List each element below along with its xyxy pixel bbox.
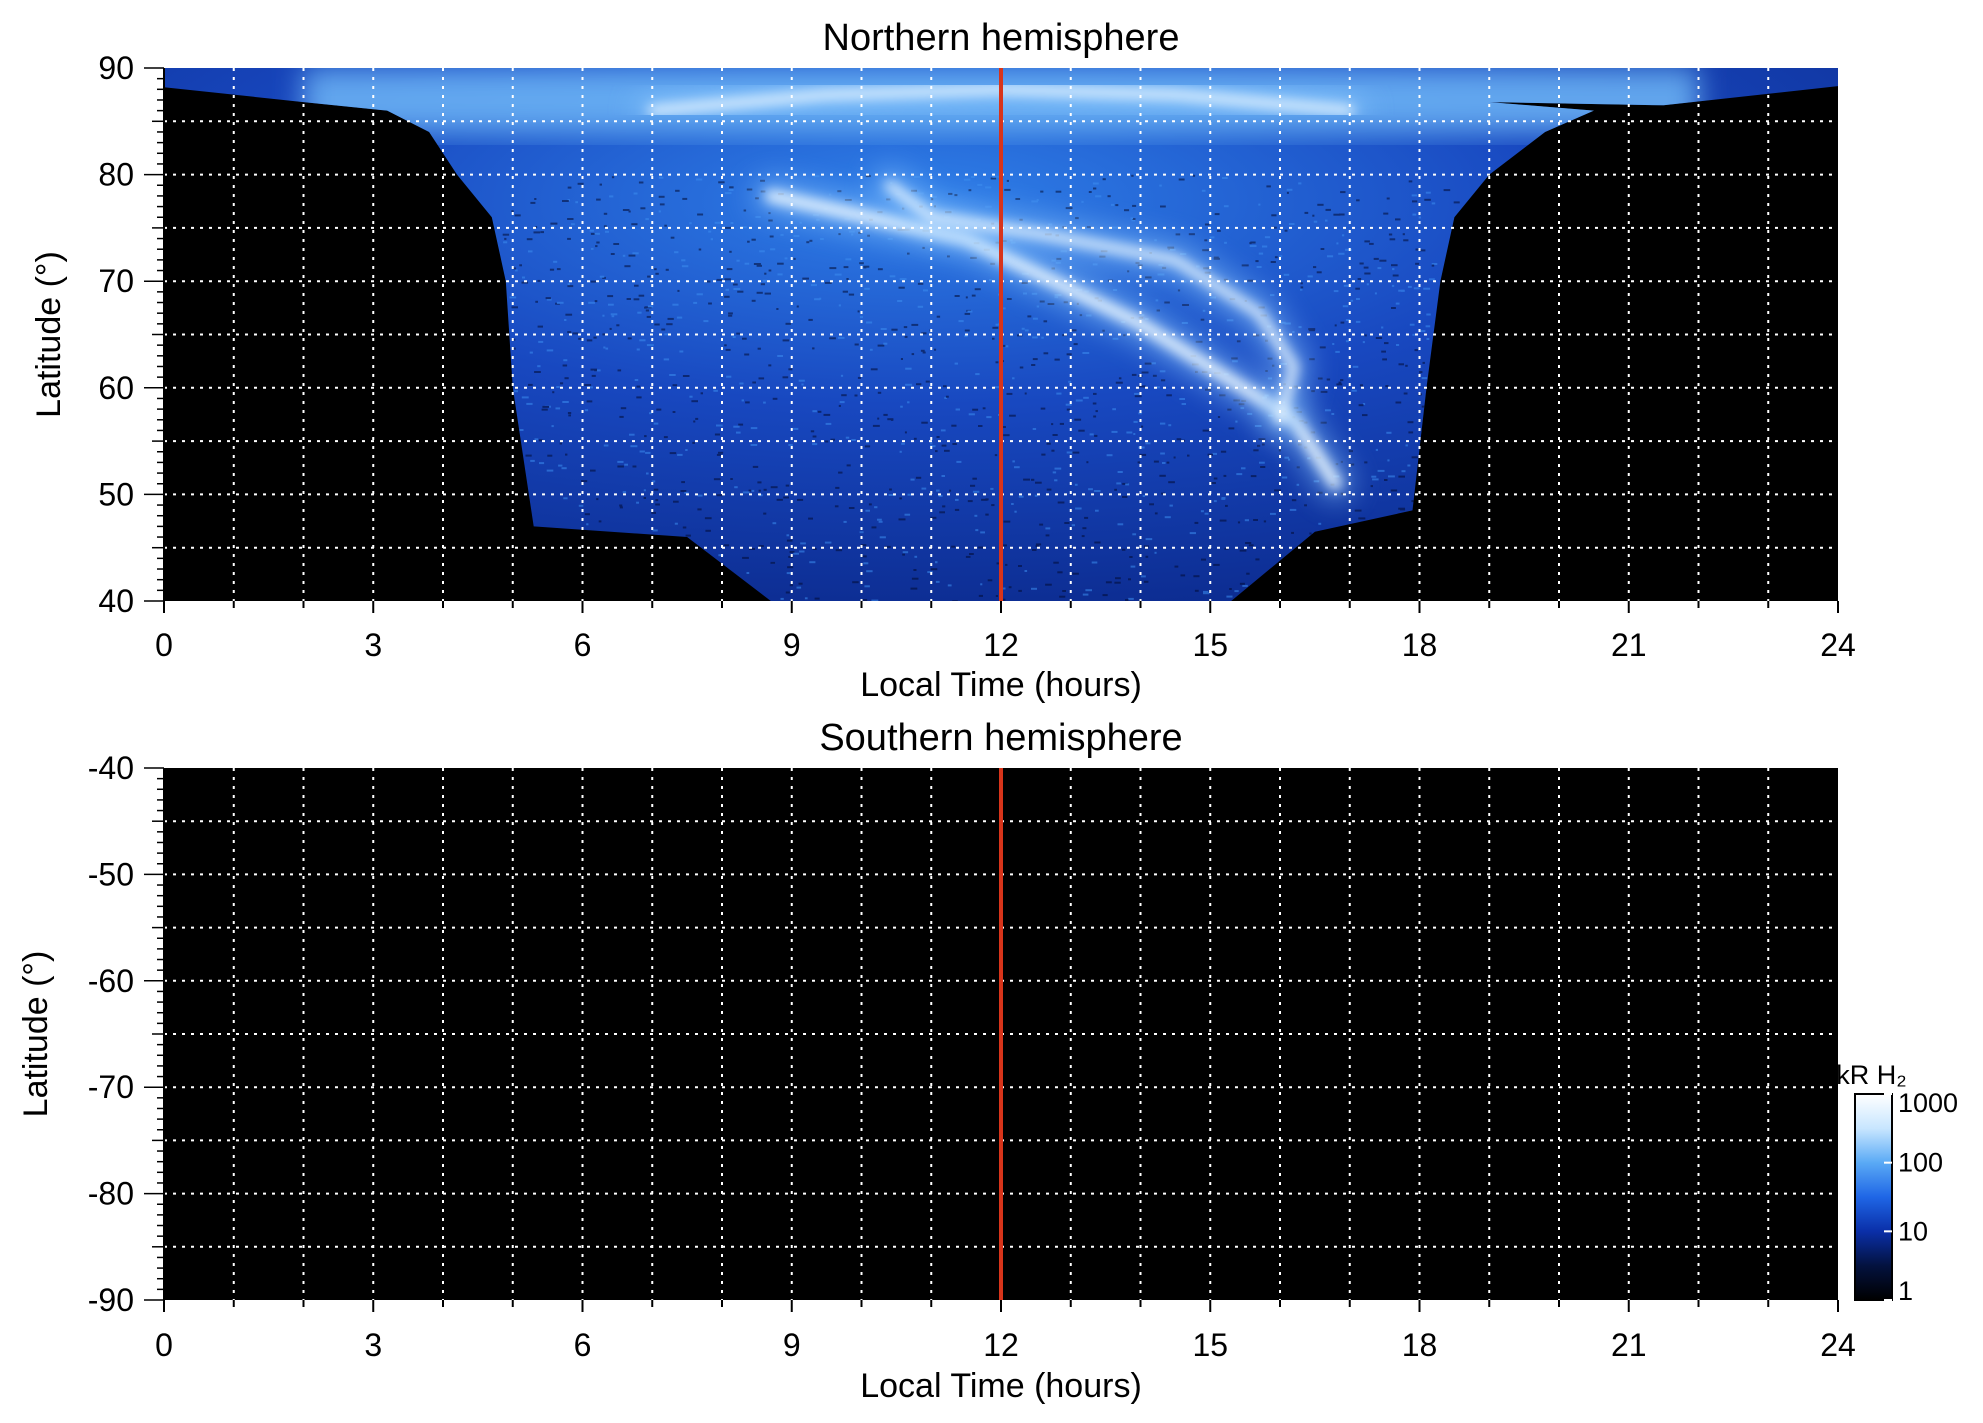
- colorbar-tick-label: 100: [1898, 1148, 1943, 1178]
- x-tick-label: 12: [983, 1327, 1019, 1363]
- x-tick-label: 9: [783, 627, 801, 663]
- colorbar-unit-label: kR H₂: [1836, 1060, 1906, 1090]
- y-tick-label: 50: [98, 476, 134, 512]
- chart-title: Southern hemisphere: [819, 717, 1182, 759]
- grid-lines: [164, 768, 1838, 1300]
- y-tick-label: -60: [88, 963, 134, 999]
- x-tick-label: 3: [364, 1327, 382, 1363]
- x-tick-label: 0: [155, 1327, 173, 1363]
- x-tick-label: 6: [574, 627, 592, 663]
- colorbar-tick-label: 1: [1898, 1276, 1913, 1306]
- y-axis-label: Latitude (°): [30, 251, 68, 418]
- x-tick-label: 24: [1820, 1327, 1856, 1363]
- y-tick-label: 80: [98, 157, 134, 193]
- northern-hemisphere-panel: Northern hemisphere 0 3 6 9 12 15 18 21 24 40 50 60…: [30, 17, 1856, 704]
- southern-hemisphere-panel: Southern hemisphere 0 3 6 9 12 15 18 21 24 -40 -50…: [17, 717, 1856, 1405]
- x-tick-label: 6: [574, 1327, 592, 1363]
- emission-arc: [884, 180, 1299, 425]
- x-tick-label: 3: [364, 627, 382, 663]
- colorbar-tick-label: 1000: [1898, 1088, 1958, 1118]
- y-tick-label: -80: [88, 1176, 134, 1212]
- colorbar-ticks: 1000 100 10 1: [1884, 1088, 1958, 1306]
- x-tick-label: 18: [1402, 627, 1438, 663]
- colorbar: kR H₂ 1000 100 10 1: [1836, 1060, 1958, 1306]
- y-tick-label: 40: [98, 583, 134, 619]
- x-tick-label: 18: [1402, 1327, 1438, 1363]
- axis-ticks: 0 3 6 9 12 15 18 21 24 -40 -50 -60 -70 -80 -90: [88, 750, 1856, 1363]
- y-tick-label: 70: [98, 263, 134, 299]
- y-tick-label: 60: [98, 370, 134, 406]
- y-tick-label: 90: [98, 50, 134, 86]
- x-tick-label: 15: [1192, 1327, 1228, 1363]
- x-tick-label: 21: [1611, 1327, 1647, 1363]
- x-axis-label: Local Time (hours): [860, 666, 1142, 704]
- x-tick-label: 9: [783, 1327, 801, 1363]
- colorbar-gradient: [1854, 1093, 1893, 1301]
- y-tick-label: -90: [88, 1282, 134, 1318]
- x-tick-label: 24: [1820, 627, 1856, 663]
- chart-title: Northern hemisphere: [823, 17, 1180, 59]
- axis-ticks: 0 3 6 9 12 15 18 21 24 40 50 60 70 80 90: [98, 50, 1855, 663]
- y-axis-label: Latitude (°): [17, 951, 55, 1118]
- x-tick-label: 12: [983, 627, 1019, 663]
- y-tick-label: -50: [88, 856, 134, 892]
- x-tick-label: 15: [1192, 627, 1228, 663]
- x-tick-label: 21: [1611, 627, 1647, 663]
- x-axis-label: Local Time (hours): [860, 1367, 1142, 1405]
- colorbar-tick-label: 10: [1898, 1216, 1928, 1246]
- x-tick-label: 0: [155, 627, 173, 663]
- y-tick-label: -40: [88, 750, 134, 786]
- y-tick-label: -70: [88, 1069, 134, 1105]
